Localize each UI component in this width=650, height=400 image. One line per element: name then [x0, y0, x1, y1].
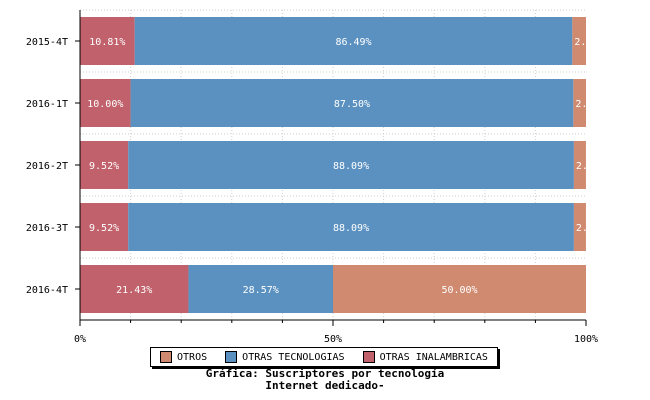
data-label: 88.09%	[333, 161, 369, 172]
bar-segment	[573, 203, 586, 251]
data-label: 28.57%	[243, 285, 279, 296]
bar-segment	[130, 79, 574, 127]
bar-segment	[333, 265, 586, 313]
legend-swatch-otras-inalambricas	[362, 351, 375, 363]
legend-label-otras-tecnologias: OTRAS TECNOLOGIAS	[242, 351, 345, 363]
data-label: 2.38	[576, 161, 600, 172]
bar-segment	[128, 141, 574, 189]
bar-segment	[80, 17, 135, 65]
bar-segment	[573, 79, 586, 127]
legend-item-otras-inalambricas: OTRAS INALAMBRICAS	[362, 351, 488, 363]
chart-caption-line-1: Gráfica: Suscriptores por tecnología	[205, 367, 445, 380]
data-label: 9.52%	[89, 223, 119, 234]
x-tick-label: 50%	[324, 334, 342, 345]
bar-layer: 10.81% 86.49% 2.70 10.00% 87.50% 2.50 9.52% 88.…	[80, 17, 600, 313]
legend-item-otras-tecnologias: OTRAS TECNOLOGIAS	[225, 351, 345, 363]
category-tick-label: 2016-4T	[26, 285, 68, 296]
bar-segment	[80, 79, 131, 127]
data-label: 2.70	[574, 37, 598, 48]
chart-caption: Gráfica: Suscriptores por tecnología Int…	[0, 368, 650, 392]
data-label: 21.43%	[116, 285, 152, 296]
category-tick-label: 2016-1T	[26, 99, 68, 110]
data-label: 88.09%	[333, 223, 369, 234]
chart-legend: OTROS OTRAS TECNOLOGIAS OTRAS INALAMBRIC…	[150, 347, 498, 367]
bar-segment	[128, 203, 574, 251]
legend-label-otras-inalambricas: OTRAS INALAMBRICAS	[379, 351, 488, 363]
axis-layer: 2015-4T 2016-1T 2016-2T 2016-3T 2016-4T 0% 50%…	[26, 10, 598, 345]
data-label: 87.50%	[334, 99, 370, 110]
data-label: 10.00%	[87, 99, 123, 110]
x-tick-label: 100%	[574, 334, 598, 345]
x-tick-label: 0%	[74, 334, 86, 345]
legend-swatch-otros	[160, 351, 173, 363]
category-tick-label: 2015-4T	[26, 37, 68, 48]
bar-segment	[80, 265, 189, 313]
legend-swatch-otras-tecnologias	[225, 351, 238, 363]
bar-segment	[572, 17, 586, 65]
data-label: 2.38	[576, 223, 600, 234]
bar-segment	[80, 203, 129, 251]
data-label: 86.49%	[335, 37, 371, 48]
data-label: 9.52%	[89, 161, 119, 172]
bar-segment	[188, 265, 333, 313]
bar-segment	[573, 141, 586, 189]
data-label: 2.50	[575, 99, 599, 110]
data-label: 10.81%	[89, 37, 125, 48]
chart-caption-line-2: Internet dedicado-	[265, 379, 385, 392]
legend-label-otros: OTROS	[177, 351, 208, 363]
legend-item-otros: OTROS	[160, 351, 207, 363]
bar-segment	[134, 17, 573, 65]
category-tick-label: 2016-3T	[26, 223, 68, 234]
bar-segment	[80, 141, 129, 189]
category-tick-label: 2016-2T	[26, 161, 68, 172]
data-label: 50.00%	[441, 285, 477, 296]
